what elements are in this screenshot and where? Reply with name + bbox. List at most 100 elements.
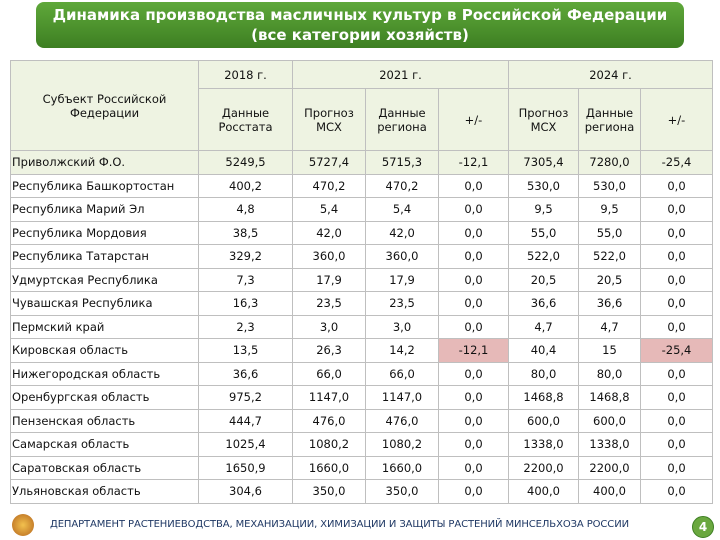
table-row: Самарская область 1025,4 1080,2 1080,2 0,0 13… — [10, 432, 713, 457]
row-label: Республика Марий Эл — [10, 197, 199, 222]
cell: 7305,4 — [508, 150, 579, 175]
table-row: Республика Татарстан 329,2 360,0 360,0 0,0 52… — [10, 244, 713, 269]
cell: 470,2 — [292, 173, 366, 198]
column-header: +/- — [438, 88, 509, 151]
title-banner: Динамика производства масличных культур … — [36, 2, 684, 48]
cell: 23,5 — [292, 291, 366, 316]
cell: 1650,9 — [198, 455, 293, 480]
cell: -12,1 — [438, 338, 509, 363]
year-header: 2024 г. — [508, 60, 713, 89]
row-label: Нижегородская область — [10, 361, 199, 386]
cell: 304,6 — [198, 479, 293, 504]
table-row: Республика Башкортостан 400,2 470,2 470,2 0,… — [10, 173, 713, 198]
column-header: Прогноз МСХ — [292, 88, 366, 151]
row-label: Республика Татарстан — [10, 244, 199, 269]
cell: 14,2 — [365, 338, 439, 363]
cell: 3,0 — [292, 314, 366, 339]
table-row: Пензенская область 444,7 476,0 476,0 0,0 600,… — [10, 408, 713, 433]
cell: 1660,0 — [365, 455, 439, 480]
cell: 20,5 — [508, 267, 579, 292]
cell: 360,0 — [292, 244, 366, 269]
cell: 0,0 — [438, 455, 509, 480]
cell: 0,0 — [438, 314, 509, 339]
table-row: Чувашская Республика 16,3 23,5 23,5 0,0 36,6 3… — [10, 291, 713, 316]
cell: 0,0 — [438, 291, 509, 316]
cell: 0,0 — [640, 173, 713, 198]
cell: -12,1 — [438, 150, 509, 175]
table-row: Нижегородская область 36,6 66,0 66,0 0,0 80,0… — [10, 361, 713, 386]
footer-text: ДЕПАРТАМЕНТ РАСТЕНИЕВОДСТВА, МЕХАНИЗАЦИИ… — [50, 519, 629, 530]
row-label: Самарская область — [10, 432, 199, 457]
cell: 530,0 — [578, 173, 641, 198]
cell: 13,5 — [198, 338, 293, 363]
cell: 4,7 — [578, 314, 641, 339]
row-label: Саратовская область — [10, 455, 199, 480]
table-row: Республика Марий Эл 4,8 5,4 5,4 0,0 9,5 9,5 0,0 — [10, 197, 713, 222]
logo — [12, 514, 34, 536]
cell: 55,0 — [578, 220, 641, 245]
cell: 38,5 — [198, 220, 293, 245]
column-header: Данные региона — [365, 88, 439, 151]
column-header: +/- — [640, 88, 713, 151]
cell: 7280,0 — [578, 150, 641, 175]
cell: 0,0 — [438, 197, 509, 222]
cell: 350,0 — [292, 479, 366, 504]
cell: 0,0 — [438, 173, 509, 198]
cell: 5,4 — [292, 197, 366, 222]
cell: 36,6 — [198, 361, 293, 386]
cell: 16,3 — [198, 291, 293, 316]
cell: 2200,0 — [508, 455, 579, 480]
cell: 1468,8 — [508, 385, 579, 410]
cell: 600,0 — [508, 408, 579, 433]
row-label: Кировская область — [10, 338, 199, 363]
table-row: Кировская область 13,5 26,3 14,2 -12,1 40,4 15… — [10, 338, 713, 363]
cell: 600,0 — [578, 408, 641, 433]
row-label: Чувашская Республика — [10, 291, 199, 316]
cell: -25,4 — [640, 150, 713, 175]
cell: 350,0 — [365, 479, 439, 504]
cell: 1660,0 — [292, 455, 366, 480]
data-table: Субъект Российской Федерации 2018 г. 202… — [10, 60, 713, 504]
cell: 0,0 — [640, 385, 713, 410]
row-label: Пензенская область — [10, 408, 199, 433]
table-row: Пермский край 2,3 3,0 3,0 0,0 4,7 4,7 0,0 — [10, 314, 713, 339]
row-label: Республика Башкортостан — [10, 173, 199, 198]
cell: 7,3 — [198, 267, 293, 292]
cell: 360,0 — [365, 244, 439, 269]
column-header: Данные Росстата — [198, 88, 293, 151]
cell: 1338,0 — [578, 432, 641, 457]
row-label: Приволжский Ф.О. — [10, 150, 199, 175]
table-row: Республика Мордовия 38,5 42,0 42,0 0,0 55,0 55… — [10, 220, 713, 245]
row-label: Республика Мордовия — [10, 220, 199, 245]
title-line: (все категории хозяйств) — [251, 26, 469, 44]
cell: 0,0 — [438, 408, 509, 433]
table-row: Удмуртская Республика 7,3 17,9 17,9 0,0 20,5 2… — [10, 267, 713, 292]
cell: 4,7 — [508, 314, 579, 339]
cell: 1147,0 — [292, 385, 366, 410]
cell: 0,0 — [640, 197, 713, 222]
cell: 5,4 — [365, 197, 439, 222]
cell: 1025,4 — [198, 432, 293, 457]
table-row: Саратовская область 1650,9 1660,0 1660,0 0,0… — [10, 455, 713, 480]
cell: 1080,2 — [365, 432, 439, 457]
cell: 476,0 — [292, 408, 366, 433]
cell: 66,0 — [365, 361, 439, 386]
cell: 9,5 — [508, 197, 579, 222]
cell: 42,0 — [292, 220, 366, 245]
cell: 0,0 — [640, 361, 713, 386]
cell: 0,0 — [640, 291, 713, 316]
column-header: Прогноз МСХ — [508, 88, 579, 151]
cell: 1468,8 — [578, 385, 641, 410]
cell: 400,0 — [578, 479, 641, 504]
cell: 0,0 — [438, 432, 509, 457]
table-row: Оренбургская область 975,2 1147,0 1147,0 0,0… — [10, 385, 713, 410]
cell: 0,0 — [438, 244, 509, 269]
cell: 80,0 — [508, 361, 579, 386]
row-label: Ульяновская область — [10, 479, 199, 504]
cell: 0,0 — [438, 267, 509, 292]
year-header: 2021 г. — [292, 60, 509, 89]
cell: 0,0 — [640, 244, 713, 269]
page-number: 4 — [692, 516, 714, 538]
cell: 0,0 — [438, 479, 509, 504]
row-label: Оренбургская область — [10, 385, 199, 410]
